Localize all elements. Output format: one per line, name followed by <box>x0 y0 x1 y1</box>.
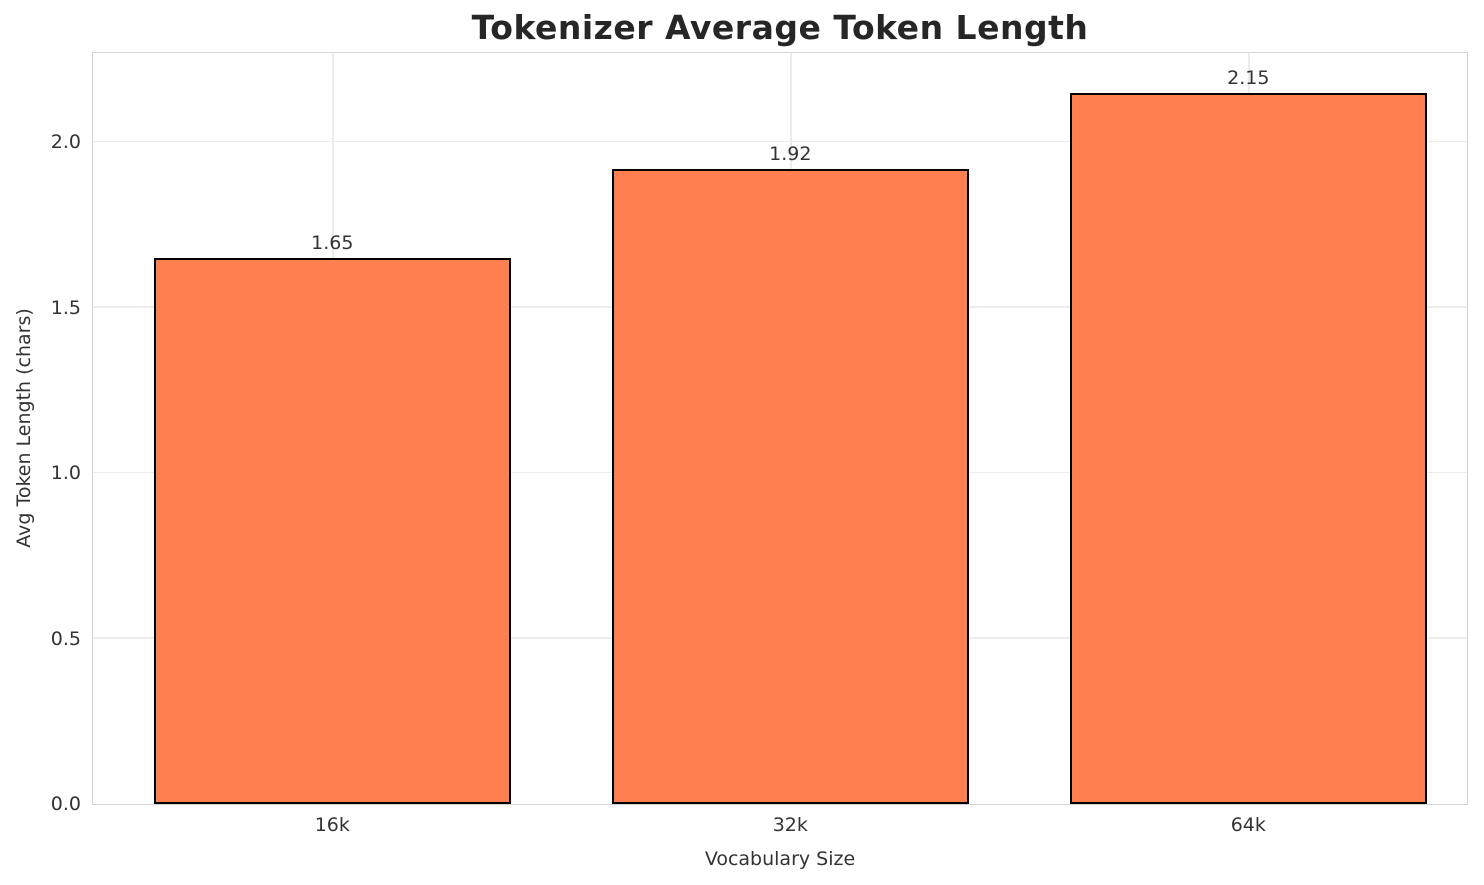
bar-32k <box>611 168 969 804</box>
x-axis-label: Vocabulary Size <box>704 848 856 870</box>
y-tick-label: 2.0 <box>50 131 81 154</box>
bar-16k <box>153 258 511 804</box>
y-tick-label: 1.5 <box>50 296 81 319</box>
bar-64k <box>1069 92 1427 804</box>
y-tick-label: 0.0 <box>50 793 81 815</box>
bar-value-label: 2.15 <box>1227 66 1270 89</box>
h-gridline <box>93 140 1467 143</box>
bar-value-label: 1.65 <box>311 232 354 255</box>
y-tick-label: 1.0 <box>50 462 81 485</box>
y-axis-label: Avg Token Length (chars) <box>13 308 35 548</box>
x-tick-label: 64k <box>1230 814 1266 836</box>
y-tick-label: 0.5 <box>50 627 81 650</box>
x-tick-label: 16k <box>314 814 350 836</box>
plot-area: 0.0 0.5 1.0 1.5 2.0 1.65 16k 1.92 32k 2.15 64k <box>51 52 1468 836</box>
x-tick-label: 32k <box>772 814 808 836</box>
chart-title: Tokenizer Average Token Length <box>471 8 1089 47</box>
bar-value-label: 1.92 <box>769 142 812 165</box>
